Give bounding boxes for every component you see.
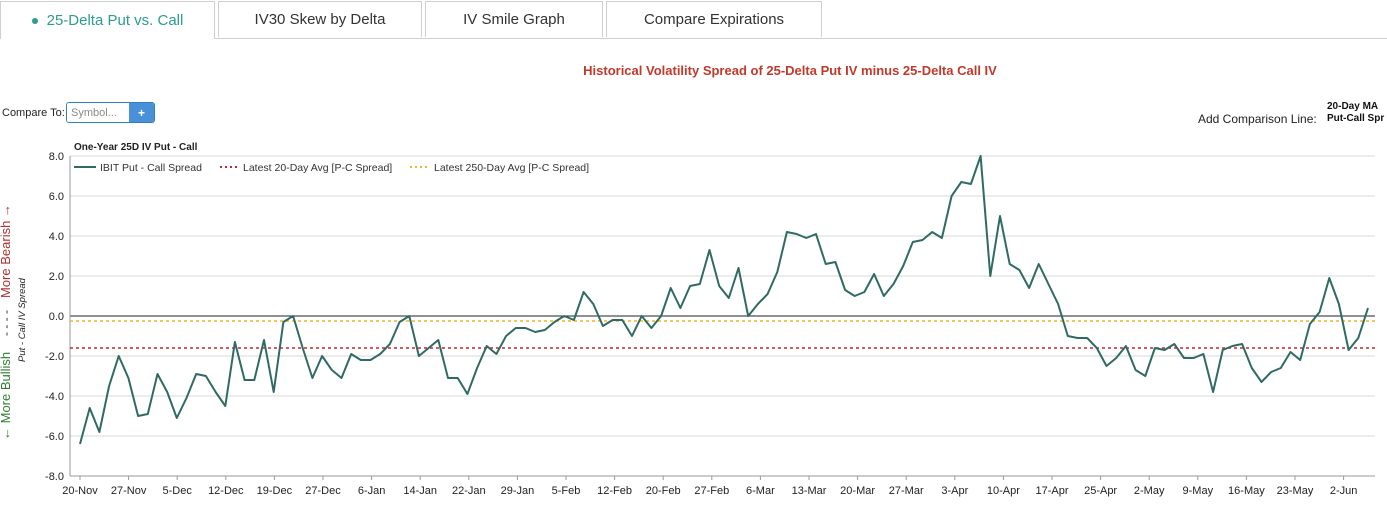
x-tick-label: 20-Feb	[646, 485, 681, 497]
series-line	[79, 155, 1369, 445]
x-tick-label: 3-Apr	[941, 485, 968, 497]
y-tick-label: -8.0	[45, 471, 64, 483]
y-label-bearish: More Bearish →	[0, 204, 13, 298]
x-tick-label: 29-Jan	[501, 485, 535, 497]
y-tick-label: -2.0	[45, 351, 64, 363]
tab-label: IV Smile Graph	[463, 11, 565, 28]
tab-iv-smile-graph[interactable]: IV Smile Graph	[425, 1, 603, 37]
x-tick-label: 5-Feb	[552, 485, 581, 497]
symbol-input[interactable]	[67, 103, 129, 122]
x-tick-label: 25-Apr	[1084, 485, 1117, 497]
x-tick-label: 6-Jan	[358, 485, 386, 497]
chart-subtitle: One-Year 25D IV Put - Call	[74, 142, 198, 153]
series-layer	[79, 155, 1369, 445]
comparison-line-option-ma: 20-Day MA	[1327, 101, 1379, 112]
tab-label: IV30 Skew by Delta	[254, 11, 386, 28]
x-tick-label: 23-May	[1277, 485, 1314, 497]
x-tick-label: 27-Feb	[694, 485, 729, 497]
x-tick-label: 5-Dec	[163, 485, 193, 497]
y-axis-labels-group: ← More Bullish - - - - More Bearish → Pu…	[0, 204, 28, 440]
y-tick-label: 8.0	[49, 151, 64, 163]
x-tick-label: 27-Dec	[305, 485, 341, 497]
x-tick-label: 22-Jan	[452, 485, 486, 497]
x-tick-label: 27-Nov	[111, 485, 147, 497]
y-tick-label: 4.0	[49, 231, 64, 243]
comparison-line-select[interactable]: 20-Day MA Put-Call Spr	[1327, 101, 1384, 125]
y-label-bullish: ← More Bullish	[0, 352, 13, 440]
x-tick-label: 9-May	[1183, 485, 1214, 497]
add-comparison-line-label: Add Comparison Line:	[1198, 112, 1317, 126]
tab-25-delta-put-vs-call[interactable]: 25-Delta Put vs. Call	[0, 1, 215, 39]
x-tick-label: 2-May	[1134, 485, 1165, 497]
tab-iv30-skew-by-delta[interactable]: IV30 Skew by Delta	[218, 1, 422, 37]
y-tick-label: 0.0	[49, 311, 64, 323]
y-tick-label: -4.0	[45, 391, 64, 403]
x-tick-label: 10-Apr	[987, 485, 1020, 497]
tab-label: Compare Expirations	[643, 11, 785, 28]
y-tick-label: 6.0	[49, 191, 64, 203]
x-tick-label: 2-Jun	[1330, 485, 1358, 497]
x-tick-label: 12-Dec	[208, 485, 244, 497]
x-tick-label: 14-Jan	[403, 485, 437, 497]
legend-label-avg250: Latest 250-Day Avg [P-C Spread]	[434, 162, 589, 174]
volatility-spread-chart: 8.0 6.0 4.0 2.0 0.0 -2.0 -4.0 -6.0 -8.0 20-Nov 27-…	[0, 142, 1375, 497]
chart-main-title: Historical Volatility Spread of 25-Delta…	[583, 63, 997, 78]
tab-compare-expirations[interactable]: Compare Expirations	[606, 1, 822, 37]
y-axis-title: Put - Call IV Spread	[17, 277, 28, 362]
x-tick-label: 12-Feb	[597, 485, 632, 497]
x-tick-label: 13-Mar	[792, 485, 827, 497]
tab-bar: 25-Delta Put vs. Call IV30 Skew by Delta…	[0, 0, 1387, 39]
y-tick-label: -6.0	[45, 431, 64, 443]
compare-to-label: Compare To:	[2, 107, 65, 119]
legend-label-series: IBIT Put - Call Spread	[100, 162, 202, 174]
axis-layer: 8.0 6.0 4.0 2.0 0.0 -2.0 -4.0 -6.0 -8.0 20-Nov 27-…	[45, 151, 1375, 497]
legend-label-avg20: Latest 20-Day Avg [P-C Spread]	[243, 162, 392, 174]
x-tick-label: 19-Dec	[257, 485, 293, 497]
active-dot-icon	[31, 17, 38, 24]
x-tick-label: 20-Nov	[62, 485, 98, 497]
x-tick-label: 27-Mar	[889, 485, 924, 497]
plus-icon: +	[137, 105, 145, 120]
grid-layer	[70, 155, 1375, 477]
add-symbol-button[interactable]: +	[129, 103, 154, 122]
comparison-line-option-spread: Put-Call Spr	[1327, 113, 1385, 124]
symbol-compare-control: +	[66, 102, 155, 123]
tab-label: 25-Delta Put vs. Call	[46, 12, 184, 29]
x-tick-label: 20-Mar	[840, 485, 875, 497]
x-tick-label: 6-Mar	[746, 485, 775, 497]
legend-layer: One-Year 25D IV Put - Call IBIT Put - Ca…	[74, 142, 589, 174]
y-label-separator: - - - -	[0, 310, 13, 336]
x-tick-label: 16-May	[1228, 485, 1265, 497]
x-tick-label: 17-Apr	[1035, 485, 1068, 497]
y-tick-label: 2.0	[49, 271, 64, 283]
